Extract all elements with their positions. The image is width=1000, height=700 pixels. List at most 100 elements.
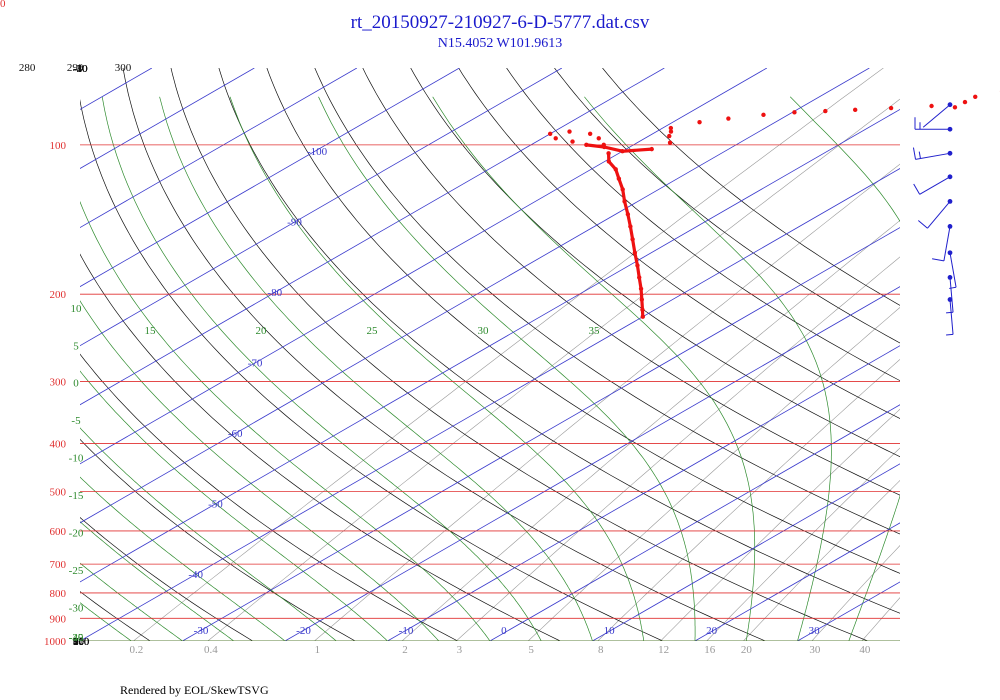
moist-adiabat-label: 35	[589, 325, 601, 337]
dry-adiabat-label: 290	[67, 62, 84, 74]
mixing-ratio-line	[456, 256, 900, 641]
moist-adiabat-line	[80, 200, 491, 641]
temperature-point	[570, 139, 575, 144]
wind-barb-flag	[949, 286, 957, 289]
dry-adiabat-line	[362, 68, 900, 496]
wind-barb-flag	[932, 258, 945, 262]
wind-barb-flag	[912, 147, 917, 160]
temperature-segment	[620, 147, 654, 153]
isotherm-label: 0	[501, 625, 507, 637]
dry-adiabat-line	[122, 68, 766, 641]
isotherm-label: -10	[399, 625, 414, 637]
dry-adiabat-left-label: 50	[73, 636, 85, 648]
isobar-label: 1000	[44, 636, 67, 648]
isotherm-line	[80, 68, 870, 524]
wind-barb-flag	[946, 311, 954, 314]
wind-barb	[947, 250, 957, 289]
wind-barb	[913, 174, 953, 195]
dry-adiabat-left-label: 60	[73, 636, 85, 648]
mixing-ratio-line	[861, 597, 900, 641]
isotherm-line	[80, 68, 153, 110]
wind-barb-staff	[919, 176, 951, 195]
dry-adiabat-left-label: 10	[73, 636, 85, 648]
dry-adiabat-line	[80, 517, 253, 641]
temperature-point	[697, 119, 702, 125]
temperature-point	[888, 105, 894, 111]
isotherm-line	[0, 68, 49, 641]
isotherm-line	[80, 68, 563, 347]
temperature-point	[792, 110, 797, 115]
temperature-point	[553, 136, 558, 141]
dry-adiabat-left-label: 0	[73, 636, 79, 648]
dry-adiabat-left-label: 80	[73, 636, 85, 648]
wind-barb-staff	[927, 201, 951, 229]
mixing-ratio-label: 0.4	[204, 644, 218, 656]
moist-adiabat-label: 15	[145, 325, 157, 337]
moist-adiabat-label: 5	[73, 340, 79, 352]
dry-adiabat-left-label: -30	[73, 63, 88, 75]
temperature-point	[929, 103, 934, 109]
mixing-ratio-label: 30	[809, 644, 821, 656]
mixing-ratio-line	[133, 68, 884, 641]
isotherm-label: -80	[267, 287, 282, 299]
temperature-segment	[621, 187, 627, 203]
dry-adiabat-line	[170, 68, 868, 641]
dry-adiabat-line	[554, 68, 900, 344]
temperature-point	[668, 125, 674, 131]
mixing-ratio-line	[527, 307, 900, 641]
moist-adiabat-label: -10	[69, 453, 84, 465]
mixing-ratio-label: 1	[315, 644, 321, 656]
wind-barb-staff	[915, 152, 951, 160]
isobar-label: 700	[50, 559, 67, 571]
temperature-point	[962, 99, 968, 105]
moist-adiabat-line	[80, 476, 286, 641]
mixing-ratio-line	[401, 220, 900, 641]
isotherm-line	[284, 286, 900, 641]
moist-adiabat-label: 10	[71, 303, 83, 315]
chart-subtitle: N15.4052 W101.9613	[437, 36, 563, 51]
moist-adiabat-line	[80, 521, 235, 641]
dry-adiabat-line	[506, 68, 900, 382]
dry-adiabat-left-label: -40	[73, 63, 88, 75]
isotherm-label: 20	[706, 625, 718, 637]
moist-adiabat-line	[318, 96, 696, 641]
isotherm-label: -50	[208, 498, 223, 510]
wind-barb	[917, 198, 953, 229]
isobar-label: 200	[50, 289, 67, 301]
isotherm-label: -30	[194, 625, 209, 637]
mixing-ratio-line	[207, 98, 900, 641]
dry-adiabat-line	[0, 68, 48, 641]
dry-adiabat-left-label: -10	[73, 63, 88, 75]
dry-adiabat-line	[602, 68, 900, 306]
wind-barb	[946, 275, 954, 314]
mixing-ratio-label: 8	[598, 644, 604, 656]
isobar-label: 400	[50, 439, 67, 451]
temperature-point	[761, 112, 766, 118]
temperature-point	[596, 136, 601, 141]
mixing-ratio-label: 0.2	[130, 644, 144, 656]
moist-adiabat-label: -30	[69, 602, 84, 614]
mixing-ratio-label: 3	[457, 644, 463, 656]
moist-adiabat-line	[789, 96, 900, 641]
isobar-label: 800	[50, 588, 67, 600]
wind-barb-flag	[946, 333, 954, 336]
wind-barb	[914, 117, 953, 132]
temperature-point	[668, 129, 674, 134]
moist-adiabat-line	[584, 96, 832, 641]
temperature-point	[726, 116, 731, 121]
moist-adiabat-line	[101, 96, 542, 641]
mixing-ratio-label: 5	[528, 644, 534, 656]
wind-barb-staff	[943, 226, 951, 261]
temperature-point	[823, 108, 828, 114]
dry-adiabat-line	[80, 253, 561, 641]
dry-adiabat-line	[458, 68, 900, 419]
moist-adiabat-label: -15	[69, 490, 84, 502]
isobar-label: 600	[50, 526, 67, 538]
credit-text: Rendered by EOL/SkewTSVG	[120, 683, 269, 697]
mixing-ratio-label: 12	[658, 644, 669, 656]
wind-barb-staff	[949, 252, 957, 288]
dry-adiabat-line	[80, 353, 458, 641]
moist-adiabat-line	[229, 96, 645, 641]
dry-adiabat-line	[314, 68, 900, 535]
wind-barb-staff	[949, 277, 954, 313]
